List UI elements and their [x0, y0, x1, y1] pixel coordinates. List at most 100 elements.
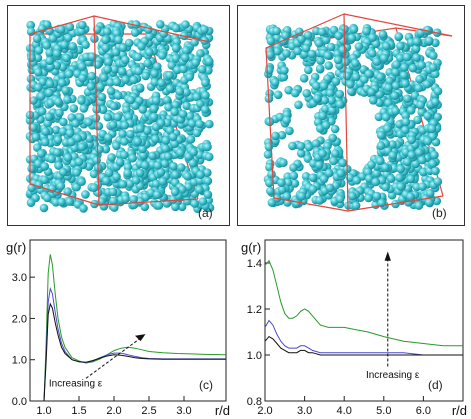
particle — [415, 74, 424, 84]
particle — [91, 113, 101, 123]
particle — [183, 171, 192, 181]
particle — [266, 50, 275, 59]
particle — [265, 162, 274, 172]
particle — [265, 178, 274, 188]
particle — [115, 157, 125, 167]
particle — [68, 42, 77, 51]
particle — [145, 32, 154, 41]
particle — [200, 105, 210, 114]
x-tick-label: 2.0 — [257, 405, 272, 417]
particle — [98, 105, 108, 114]
particle — [140, 161, 150, 170]
particle — [289, 163, 298, 172]
particle — [267, 169, 276, 179]
y-tick-label: 1.0 — [247, 350, 262, 362]
particle — [65, 22, 75, 32]
particle — [34, 67, 43, 77]
particle — [280, 66, 289, 75]
particle — [55, 108, 64, 118]
particle — [186, 135, 196, 144]
particle — [349, 25, 359, 34]
particle — [161, 144, 170, 153]
particle — [190, 38, 199, 47]
y-axis-label: g(r) — [6, 240, 26, 255]
particle — [396, 182, 406, 191]
x-tick-label: 2.5 — [141, 405, 156, 417]
particle — [381, 112, 391, 122]
x-tick-label: 4.0 — [337, 405, 352, 417]
particle — [37, 149, 46, 158]
particle — [385, 76, 394, 86]
particle — [165, 84, 175, 93]
particle — [110, 65, 119, 74]
x-tick-label: 1.0 — [36, 405, 51, 417]
particle — [271, 131, 280, 141]
particle — [395, 53, 405, 63]
y-tick-label: 1.4 — [247, 258, 262, 270]
particle — [381, 163, 390, 172]
particle — [312, 81, 321, 91]
particle — [176, 148, 185, 157]
particle — [123, 168, 132, 178]
particle — [304, 65, 313, 75]
box-edge — [93, 15, 211, 43]
particle — [109, 101, 119, 111]
particle — [106, 86, 116, 96]
particle — [321, 35, 331, 45]
x-tick-label: 3.0 — [176, 405, 191, 417]
particle-snapshot-a — [25, 15, 215, 213]
particle — [406, 106, 416, 115]
particle — [430, 150, 439, 160]
particle — [196, 99, 205, 109]
particle — [374, 112, 384, 122]
particle — [121, 55, 130, 65]
particle — [315, 64, 325, 73]
particle — [308, 184, 318, 194]
particle — [170, 107, 179, 117]
particle — [45, 48, 54, 57]
particle — [363, 167, 373, 177]
particle — [368, 96, 378, 105]
particle — [341, 57, 350, 67]
arrow-head — [384, 251, 391, 261]
particle — [47, 154, 56, 164]
particle — [278, 185, 287, 194]
panel-label-b: (b) — [432, 206, 447, 220]
x-tick-label: 3.0 — [297, 405, 312, 417]
x-tick-label: 2.0 — [106, 405, 121, 417]
particle — [56, 181, 66, 191]
particle — [347, 87, 356, 96]
particle — [401, 125, 410, 135]
particle — [431, 69, 440, 79]
particle — [327, 96, 336, 105]
particle — [101, 35, 110, 44]
particle — [395, 120, 404, 129]
particle — [362, 26, 371, 36]
particle — [302, 89, 311, 98]
x-tick-label: 6.0 — [416, 405, 431, 417]
particle — [190, 199, 199, 208]
particle — [205, 119, 214, 129]
particle — [282, 192, 292, 201]
particle — [372, 191, 382, 201]
particle — [135, 168, 145, 178]
particle — [401, 117, 411, 127]
particle — [348, 191, 357, 201]
particle — [275, 112, 285, 122]
panel-label: (d) — [428, 378, 443, 392]
particle — [77, 177, 86, 186]
particle — [40, 137, 50, 147]
particle — [87, 71, 97, 81]
particle — [388, 140, 397, 149]
y-tick-label: 1.0 — [12, 355, 27, 367]
particle — [120, 137, 129, 146]
particle — [110, 203, 119, 212]
panel-label-a: (a) — [198, 206, 213, 220]
particle — [414, 83, 423, 93]
particle — [423, 111, 432, 121]
particle — [124, 112, 133, 122]
particle — [79, 204, 88, 213]
particle — [84, 117, 93, 127]
particle — [126, 95, 136, 105]
